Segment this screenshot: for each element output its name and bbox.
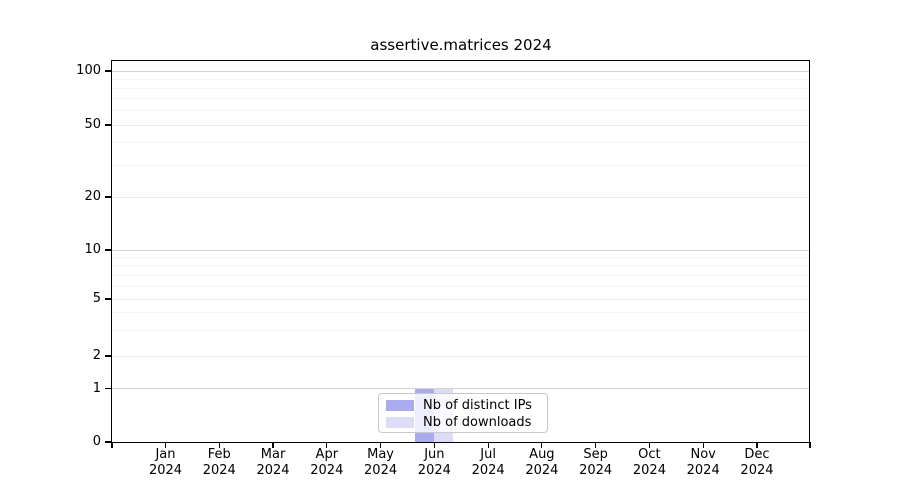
- x-tickmark: [326, 442, 328, 448]
- x-tick-month: May: [367, 447, 395, 462]
- y-tickmark: [105, 441, 111, 443]
- y-tickmark: [105, 387, 111, 390]
- gridline-y-10: [112, 249, 810, 251]
- x-tickmark: [272, 442, 274, 448]
- y-tick-label: 100: [76, 63, 101, 78]
- x-tick-month: Feb: [207, 447, 231, 462]
- y-tickmark: [105, 298, 111, 300]
- x-tick-label: Nov 2024: [663, 447, 743, 479]
- y-tick-label: 50: [84, 117, 101, 132]
- gridline-minor: [112, 110, 810, 112]
- y-tickmark: [105, 124, 111, 126]
- gridline-minor: [112, 164, 810, 166]
- gridline-minor: [112, 78, 810, 80]
- y-tickmark: [105, 249, 111, 251]
- gridline-minor: [112, 285, 810, 287]
- x-tick-year: 2024: [202, 463, 236, 478]
- x-tickmark: [379, 442, 382, 448]
- x-tick-year: 2024: [310, 463, 344, 478]
- x-tick-month: Jan: [155, 447, 176, 462]
- legend-swatch-distinct-ips-icon: [386, 400, 414, 411]
- gridline-y-5: [112, 298, 810, 300]
- x-tick-label: Mar 2024: [233, 447, 313, 479]
- gridline-minor: [112, 330, 810, 332]
- x-tick-label: Feb 2024: [179, 447, 259, 479]
- y-tick-label: 5: [92, 291, 101, 306]
- x-tick-year: 2024: [364, 463, 398, 478]
- x-tickmark: [541, 442, 543, 448]
- x-tick-month: Jun: [424, 447, 445, 462]
- x-tick-month: Jul: [480, 447, 496, 462]
- y-tick-label: 1: [92, 380, 101, 396]
- gridline-minor: [112, 265, 810, 267]
- x-tickmark: [648, 442, 651, 448]
- x-tick-month: Oct: [638, 447, 661, 462]
- x-tickmark: [595, 442, 597, 448]
- y-tickmark: [105, 70, 111, 72]
- x-tick-month: Nov: [690, 447, 716, 462]
- x-tick-year: 2024: [256, 463, 290, 478]
- chart-title: assertive.matrices 2024: [370, 36, 552, 54]
- x-tick-label: Sep 2024: [556, 447, 636, 479]
- x-tick-year: 2024: [632, 463, 666, 478]
- gridline-minor: [112, 87, 810, 89]
- legend-swatch-downloads-icon: [386, 417, 414, 428]
- x-tickmark-edge: [809, 442, 811, 448]
- x-tick-year: 2024: [686, 463, 720, 478]
- x-tick-year: 2024: [471, 463, 505, 478]
- gridline-y-20: [112, 196, 810, 198]
- gridline-minor: [112, 256, 810, 258]
- x-tick-year: 2024: [525, 463, 559, 478]
- x-tick-label: May 2024: [341, 447, 421, 479]
- gridline-minor: [112, 98, 810, 100]
- legend: Nb of distinct IPs Nb of downloads: [378, 393, 548, 433]
- x-tick-year: 2024: [148, 463, 183, 478]
- gridline-minor: [112, 274, 810, 276]
- x-tick-label: Aug 2024: [502, 447, 582, 479]
- x-tickmark: [433, 442, 435, 448]
- x-tick-month: Apr: [315, 447, 339, 462]
- x-tick-year: 2024: [579, 463, 613, 478]
- x-tick-year: 2024: [417, 463, 451, 478]
- y-tickmark: [105, 355, 111, 357]
- x-tick-month: Aug: [529, 447, 555, 462]
- x-tick-month: Mar: [260, 447, 286, 462]
- x-tick-year: 2024: [740, 463, 774, 478]
- gridline-y-1: [112, 388, 810, 389]
- y-tick-label: 10: [84, 242, 101, 257]
- x-tick-month: Dec: [744, 447, 770, 462]
- gridline-y-100: [112, 70, 810, 72]
- legend-label-downloads: Nb of downloads: [423, 415, 532, 430]
- x-tickmark: [756, 442, 758, 448]
- y-tickmark: [105, 196, 111, 198]
- x-tick-month: Sep: [583, 447, 608, 462]
- legend-item-downloads: Nb of downloads: [386, 414, 547, 431]
- x-tick-label: Apr 2024: [287, 447, 367, 479]
- legend-label-distinct-ips: Nb of distinct IPs: [423, 398, 532, 413]
- x-tickmark: [487, 442, 489, 448]
- x-tick-label: Jul 2024: [448, 447, 528, 479]
- x-tickmark-edge: [111, 442, 113, 448]
- gridline-y-2: [112, 355, 810, 357]
- x-tickmark: [702, 442, 704, 448]
- x-tick-label: Dec 2024: [717, 447, 797, 479]
- y-tick-label: 0: [92, 434, 101, 449]
- y-tick-label: 20: [84, 189, 101, 204]
- gridline-minor: [112, 142, 810, 144]
- legend-item-distinct-ips: Nb of distinct IPs: [386, 397, 547, 414]
- x-tick-label: Oct 2024: [609, 447, 689, 479]
- x-tick-label: Jan 2024: [126, 447, 206, 479]
- x-tickmark: [164, 442, 167, 448]
- x-tickmark: [218, 442, 220, 448]
- x-tick-label: Jun 2024: [394, 447, 474, 479]
- gridline-minor: [112, 312, 810, 314]
- gridline-y-50: [112, 124, 810, 126]
- axes-spines: [111, 60, 810, 443]
- y-tick-label: 2: [92, 348, 101, 363]
